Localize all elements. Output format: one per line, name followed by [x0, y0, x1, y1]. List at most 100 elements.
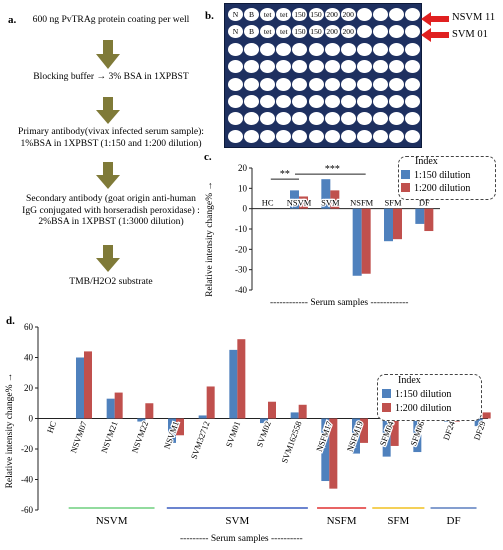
plate-well [244, 112, 260, 126]
plate-well [276, 60, 292, 74]
bar [268, 401, 276, 419]
group-label: NSFM [327, 515, 357, 527]
y-tick-label: 0 [243, 204, 248, 214]
legend-c-title: Index [415, 156, 438, 167]
plate-well: tet [276, 25, 292, 39]
group-label: NSVM [96, 515, 128, 527]
y-tick-label: 0 [29, 414, 34, 424]
plate-well: tet [260, 25, 276, 39]
plate-well [389, 129, 404, 143]
y-tick-label: 60 [24, 322, 34, 332]
plate-well: 200 [340, 8, 356, 21]
bar [137, 418, 146, 422]
plate-well [405, 77, 421, 91]
plate-well [372, 112, 388, 126]
plate-well [340, 42, 356, 56]
plate-well: 200 [324, 25, 340, 39]
plate-well [276, 77, 292, 91]
plate-well [389, 77, 404, 91]
plate-well [228, 60, 243, 74]
bar [330, 190, 340, 209]
bar [229, 349, 238, 419]
plate-well [324, 129, 340, 143]
plate-well [308, 42, 324, 56]
plate-well [308, 129, 324, 143]
plate-well [276, 112, 292, 126]
legend-c: Index 1:150 dilution 1:200 dilution [398, 156, 496, 200]
legend-d-label-150: 1:150 dilution [395, 389, 452, 400]
x-tick-label: SFM06 [408, 420, 426, 447]
legend-d-item-200: 1:200 dilution [382, 403, 451, 414]
flow-arrow-2 [96, 97, 120, 124]
x-tick-label: DF24 [441, 419, 457, 441]
legend-c-label-200: 1:200 dilution [414, 183, 471, 194]
flow-arrow-3 [96, 162, 120, 189]
plate-well [276, 129, 292, 143]
bar [390, 418, 399, 446]
bar [76, 357, 84, 419]
plate-well [356, 60, 372, 74]
plate-well: 150 [292, 8, 308, 21]
plate-well: 150 [292, 25, 308, 39]
flow-arrow-1 [96, 40, 120, 69]
bar [206, 386, 215, 419]
y-tick-label: 20 [238, 163, 248, 173]
panel-d-label: d. [6, 315, 15, 327]
flow-step-2: Blocking buffer → 3% BSA in 1XPBST [33, 71, 189, 82]
bar [290, 412, 299, 419]
y-tick-label: 10 [238, 183, 248, 193]
x-tick-label: NSVM22 [130, 420, 151, 454]
plate-well [405, 25, 421, 39]
legend-d-item-150: 1:150 dilution [382, 389, 451, 400]
plate-well [405, 42, 421, 56]
plate-well [340, 77, 356, 91]
bar [145, 403, 154, 419]
sig-label: *** [325, 164, 340, 175]
plate-well [308, 95, 324, 108]
bar [114, 392, 123, 419]
plate-well [228, 77, 243, 91]
y-axis-label: Relative intensity change% → [205, 181, 215, 297]
panel-c-group-label: ------------ Serum samples ------------ [270, 298, 409, 308]
x-tick-label: NSFM [350, 198, 374, 208]
plate-well [244, 77, 260, 91]
plate-well [292, 77, 308, 91]
legend-d: Index 1:150 dilution 1:200 dilution [377, 374, 482, 421]
plate-well: N [228, 25, 243, 39]
plate-well [260, 95, 276, 108]
plate-well [356, 77, 372, 91]
plate-well [405, 129, 421, 143]
callout-arrow-nsvm [421, 12, 449, 26]
plate-well [405, 95, 421, 108]
y-tick-label: -30 [235, 265, 247, 275]
plate-well [340, 112, 356, 126]
plate-well [244, 95, 260, 108]
plate-well: tet [276, 8, 292, 21]
plate-well [372, 129, 388, 143]
panel-a-label: a. [8, 14, 17, 26]
plate-well [405, 60, 421, 74]
x-tick-label: SVM [321, 198, 340, 208]
plate-well [324, 42, 340, 56]
bar [84, 351, 92, 419]
plate-well [228, 129, 243, 143]
plate-well: 150 [308, 25, 324, 39]
plate-well: tet [260, 8, 276, 21]
x-tick-label: NSVM21 [99, 420, 120, 454]
y-tick-label: 40 [24, 353, 34, 363]
bar [382, 418, 391, 457]
plate-well [244, 60, 260, 74]
plate-well: B [244, 8, 260, 21]
bar [290, 190, 299, 209]
plate-well [324, 60, 340, 74]
panel-b-label: b. [205, 10, 214, 22]
plate-well [260, 77, 276, 91]
plate-well [389, 25, 404, 39]
sig-label: ** [280, 169, 290, 180]
bar [329, 418, 338, 489]
bar [361, 208, 371, 274]
plate-well [356, 95, 372, 108]
plate-well [372, 60, 388, 74]
